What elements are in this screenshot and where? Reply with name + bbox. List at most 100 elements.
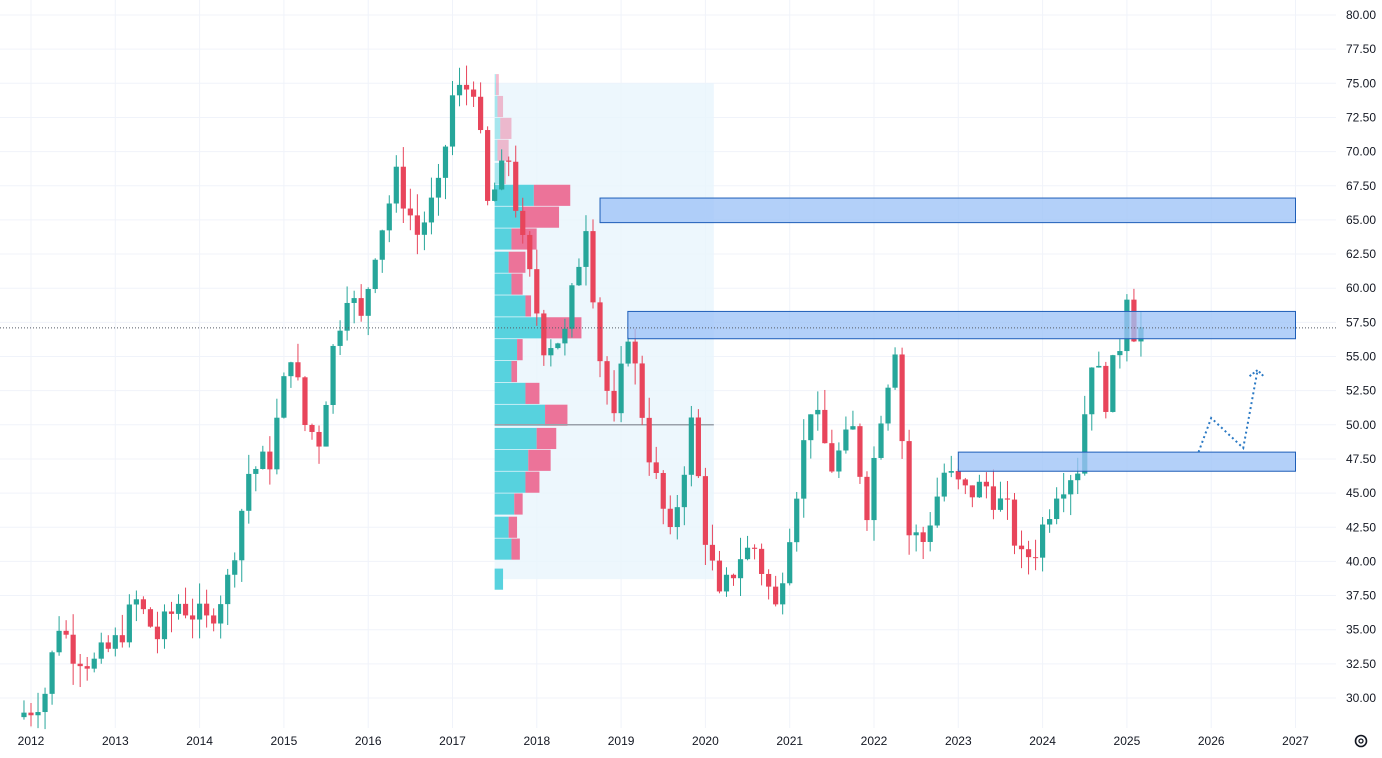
candle-down bbox=[478, 96, 484, 131]
candle-up bbox=[175, 603, 182, 614]
volume-profile-bar-up bbox=[494, 317, 543, 339]
volume-profile-bar-up bbox=[494, 74, 497, 96]
volume-profile-bar-up bbox=[494, 251, 509, 273]
candle-up bbox=[98, 642, 104, 659]
y-tick-label: 62.50 bbox=[1346, 247, 1376, 261]
candle-down bbox=[541, 313, 547, 356]
candle-down bbox=[1103, 365, 1109, 412]
gear-icon-center bbox=[1358, 738, 1364, 744]
volume-profile-bar-down bbox=[517, 339, 523, 361]
y-tick-label: 45.00 bbox=[1346, 486, 1376, 500]
candle-down bbox=[857, 426, 863, 477]
candle-down bbox=[660, 472, 666, 509]
candle-up bbox=[885, 387, 891, 424]
x-tick-label: 2016 bbox=[355, 734, 382, 748]
candle-up bbox=[618, 363, 624, 414]
candle-up bbox=[1117, 351, 1123, 356]
candle-up bbox=[1061, 494, 1067, 499]
candle-down bbox=[470, 89, 477, 97]
candle-up bbox=[428, 197, 435, 223]
candle-up bbox=[1096, 365, 1102, 368]
zones bbox=[599, 197, 1296, 472]
candles bbox=[21, 65, 1144, 730]
y-tick-label: 50.00 bbox=[1346, 418, 1376, 432]
candle-down bbox=[730, 574, 737, 579]
candle-up bbox=[780, 583, 786, 605]
projection-arrow-head bbox=[1248, 368, 1266, 378]
candle-up bbox=[274, 417, 280, 470]
candle-down bbox=[204, 603, 210, 616]
support-resistance-zone bbox=[627, 310, 1296, 340]
candle-up bbox=[232, 560, 238, 575]
candle-down bbox=[520, 210, 526, 235]
candle-down bbox=[667, 508, 673, 528]
candle-down bbox=[639, 363, 645, 418]
candle-up bbox=[878, 423, 884, 458]
x-tick-label: 2014 bbox=[186, 734, 213, 748]
y-tick-label: 70.00 bbox=[1346, 145, 1376, 159]
candle-up bbox=[548, 348, 554, 356]
y-tick-label: 75.00 bbox=[1346, 76, 1376, 90]
volume-profile-bar-down bbox=[511, 273, 523, 295]
candle-down bbox=[653, 462, 659, 473]
y-tick-label: 42.50 bbox=[1346, 520, 1376, 534]
candle-up bbox=[808, 414, 814, 441]
x-tick-label: 2017 bbox=[439, 734, 466, 748]
candle-up bbox=[21, 712, 27, 718]
x-tick-label: 2020 bbox=[692, 734, 719, 748]
y-tick-label: 35.00 bbox=[1346, 623, 1376, 637]
candle-up bbox=[787, 542, 793, 584]
volume-profile-bar-up bbox=[494, 516, 509, 538]
candle-down bbox=[983, 481, 989, 487]
x-tick-label: 2015 bbox=[271, 734, 298, 748]
candle-down bbox=[414, 215, 420, 235]
volume-profile-bar-up bbox=[494, 273, 512, 295]
candle-down bbox=[766, 573, 772, 587]
candle-up bbox=[892, 354, 898, 388]
y-tick-label: 40.00 bbox=[1346, 554, 1376, 568]
candle-down bbox=[407, 208, 413, 216]
candle-up bbox=[850, 426, 856, 430]
candle-down bbox=[513, 161, 519, 211]
candle-up bbox=[91, 658, 97, 669]
candle-down bbox=[506, 160, 512, 162]
candle-up bbox=[499, 160, 505, 190]
candle-up bbox=[927, 525, 933, 542]
volume-profile-bar-up bbox=[494, 382, 526, 404]
candle-up bbox=[569, 285, 575, 329]
y-tick-label: 37.50 bbox=[1346, 589, 1376, 603]
candle-down bbox=[485, 130, 491, 201]
candle-up bbox=[344, 302, 350, 331]
x-tick-label: 2027 bbox=[1282, 734, 1309, 748]
x-tick-label: 2022 bbox=[861, 734, 888, 748]
chart-settings-button[interactable] bbox=[1354, 734, 1368, 748]
candle-up bbox=[836, 450, 842, 472]
volume-profile-bar-down bbox=[525, 471, 540, 493]
candle-up bbox=[218, 604, 224, 624]
candle-down bbox=[400, 166, 406, 209]
candle-up bbox=[997, 498, 1004, 510]
candle-up bbox=[112, 635, 118, 649]
volume-profile-bar-down bbox=[500, 117, 512, 139]
candle-up bbox=[576, 266, 582, 286]
candle-down bbox=[906, 441, 912, 536]
volume-profile-bar-up bbox=[494, 493, 515, 515]
candle-down bbox=[864, 476, 870, 521]
candle-down bbox=[309, 424, 315, 432]
candle-up bbox=[948, 471, 954, 473]
candle-down bbox=[267, 451, 273, 470]
y-tick-label: 60.00 bbox=[1346, 281, 1376, 295]
candle-up bbox=[161, 611, 168, 640]
candle-up bbox=[583, 231, 589, 267]
candle-down bbox=[597, 302, 603, 362]
candle-up bbox=[674, 507, 680, 528]
y-tick-label: 67.50 bbox=[1346, 179, 1376, 193]
candle-down bbox=[527, 234, 533, 270]
candle-down bbox=[295, 362, 301, 378]
volume-profile-bar-down bbox=[533, 184, 571, 206]
candle-down bbox=[702, 476, 708, 545]
candle-up bbox=[562, 328, 568, 344]
candle-down bbox=[316, 431, 322, 447]
